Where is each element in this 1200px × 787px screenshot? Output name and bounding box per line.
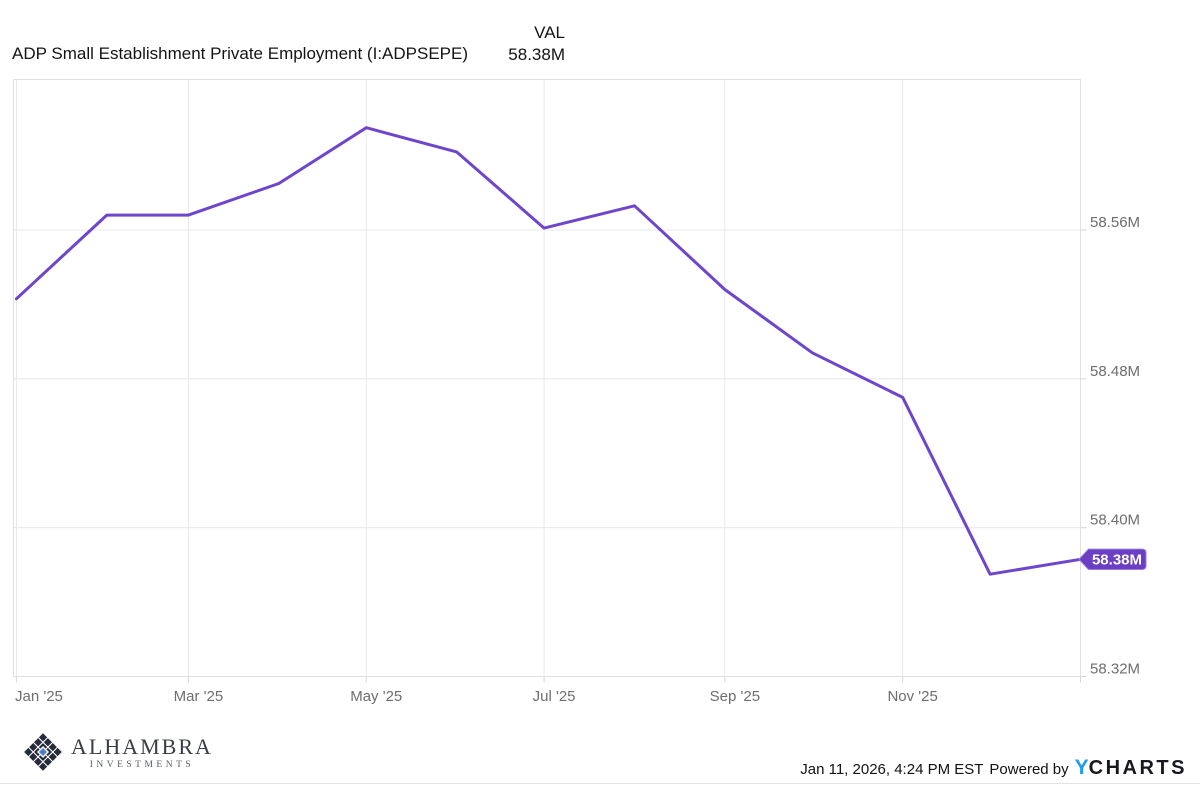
x-axis-label: Jul '25 — [533, 688, 576, 705]
attribution: Jan 11, 2026, 4:24 PM EST Powered by YCH… — [800, 756, 1187, 780]
last-value-badge-label: 58.38M — [1092, 552, 1142, 569]
legend-current-value: 58.38M — [508, 45, 565, 64]
y-axis-label: 58.56M — [1090, 214, 1140, 231]
timestamp: Jan 11, 2026, 4:24 PM EST — [800, 761, 984, 778]
y-axis-label: 58.32M — [1090, 661, 1140, 678]
x-axis-label: Nov '25 — [887, 688, 937, 705]
ycharts-wordmark: CHARTS — [1088, 757, 1187, 779]
chart-title: ADP Small Establishment Private Employme… — [12, 44, 469, 63]
alhambra-logo-icon — [24, 733, 62, 771]
brand-subtitle: INVESTMENTS — [89, 759, 195, 770]
ycharts-logo: YCHARTS — [1075, 756, 1187, 780]
logo-lattice — [24, 733, 62, 771]
data-line — [14, 126, 1082, 576]
x-axis-label: Mar '25 — [174, 688, 224, 705]
x-axis-label: Jan '25 — [15, 688, 63, 705]
plot-border — [13, 79, 1081, 677]
brand-block: ALHAMBRA INVESTMENTS — [23, 730, 213, 774]
ycharts-y-glyph: Y — [1074, 756, 1089, 779]
brand-name: ALHAMBRA — [71, 733, 213, 759]
x-axis-label: Sep '25 — [710, 688, 760, 705]
legend-series-label: VAL — [534, 23, 565, 42]
last-value-badge — [1078, 548, 1147, 570]
bottom-edge-divider — [0, 783, 1200, 784]
logo-center-diamond — [36, 745, 50, 759]
x-axis-label: May '25 — [350, 688, 402, 705]
y-axis-label: 58.40M — [1090, 512, 1140, 529]
powered-by-label: Powered by — [989, 761, 1069, 778]
legend: VAL 58.38M — [365, 22, 565, 66]
y-axis-label: 58.48M — [1090, 363, 1140, 380]
